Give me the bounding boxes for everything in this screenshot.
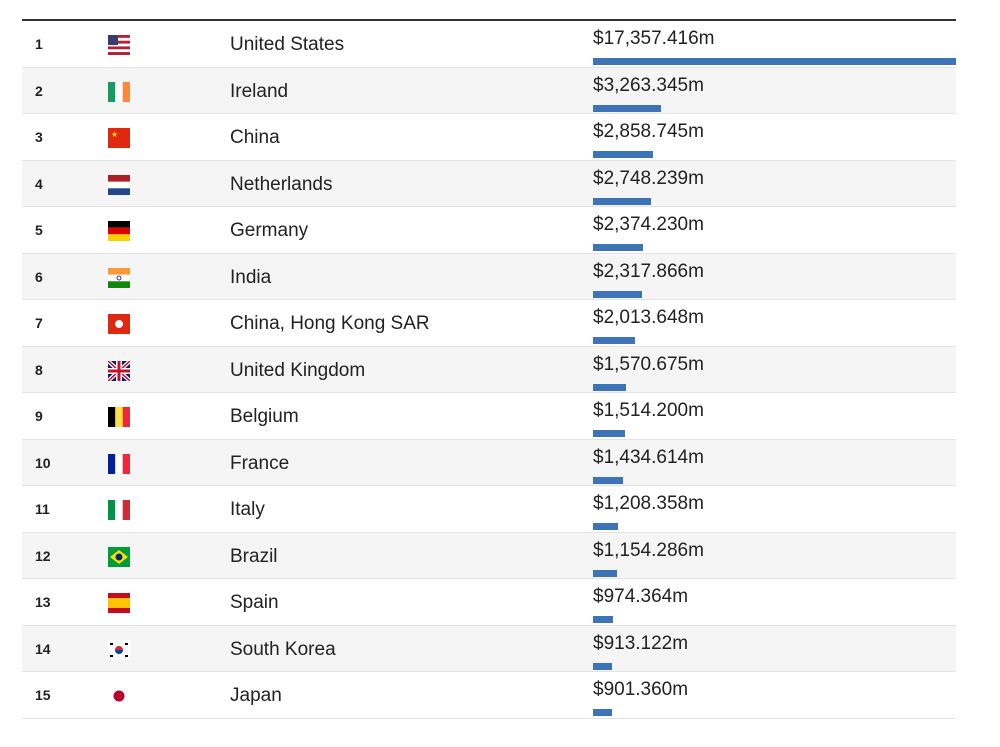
- value-label: $1,570.675m: [593, 353, 704, 375]
- value-bar: [593, 337, 636, 344]
- spain-flag-icon: [108, 593, 130, 613]
- value-label: $913.122m: [593, 632, 689, 654]
- value-label: $1,514.200m: [593, 400, 704, 421]
- value-label: $2,317.866m: [593, 260, 704, 282]
- value-bar: [593, 290, 642, 298]
- germany-flag-icon: [108, 221, 130, 241]
- rank: 14: [35, 640, 51, 657]
- table-row: 11 Italy $1,208.358m: [22, 486, 956, 533]
- table-row: 13 Spain $974.364m: [22, 579, 956, 626]
- value-bar: [593, 58, 956, 65]
- value-bar: [593, 104, 662, 112]
- china-flag-icon: ★: [108, 128, 130, 148]
- rank: 3: [35, 129, 43, 145]
- italy-flag-icon: [108, 500, 130, 520]
- value-bar: [593, 383, 626, 391]
- country-name: Brazil: [230, 545, 278, 567]
- value-label: $1,434.614m: [593, 446, 704, 468]
- japan-flag-icon: [113, 690, 125, 702]
- svg-text:★: ★: [111, 130, 118, 139]
- table-row: 9 Belgium $1,514.200m: [22, 393, 956, 440]
- rank: 6: [35, 268, 43, 285]
- country-name: China: [230, 127, 280, 148]
- country-name: France: [230, 452, 290, 474]
- table-row: 2 Ireland $3,263.345m: [22, 67, 956, 114]
- hong-kong-flag-icon: [108, 314, 130, 334]
- country-name: India: [230, 266, 272, 288]
- value-bar: [593, 476, 623, 484]
- value-label: $2,013.648m: [593, 307, 704, 328]
- rank: 15: [35, 687, 51, 703]
- rank: 10: [35, 454, 51, 471]
- value-label: $974.364m: [593, 586, 689, 607]
- table-row: 12 Brazil $1,154.286m: [22, 532, 956, 579]
- table-row: 4 Netherlands $2,748.239m: [22, 160, 956, 207]
- country-name: Italy: [230, 499, 265, 520]
- rank: 4: [35, 175, 43, 192]
- country-name: United Kingdom: [230, 359, 366, 381]
- ireland-flag-icon: [108, 81, 130, 102]
- country-name: Spain: [230, 592, 279, 613]
- rank: 7: [35, 315, 43, 331]
- table-row: 6 India $2,317.866m: [22, 253, 956, 300]
- netherlands-flag-icon: [108, 174, 130, 195]
- value-bar: [593, 151, 653, 158]
- rank: 11: [35, 501, 50, 517]
- value-label: $17,357.416m: [593, 28, 715, 49]
- value-label: $2,374.230m: [593, 214, 704, 235]
- value-label: $1,208.358m: [593, 493, 704, 514]
- value-bar: [593, 616, 614, 623]
- country-name: Belgium: [230, 406, 299, 427]
- country-name: South Korea: [230, 638, 336, 660]
- value-bar: [593, 430, 625, 437]
- value-bar: [593, 244, 643, 251]
- ranking-table: 1 United States $17,357.416m 2 Ireland $…: [22, 19, 956, 719]
- rank: 13: [35, 594, 51, 610]
- country-name: Ireland: [230, 80, 289, 102]
- value-label: $3,263.345m: [593, 74, 704, 96]
- value-label: $2,748.239m: [593, 167, 704, 189]
- table-row: 14 South Korea $913.122m: [22, 625, 956, 672]
- value-label: $1,154.286m: [593, 539, 704, 561]
- value-label: $2,858.745m: [593, 121, 704, 142]
- country-name: United States: [230, 34, 345, 55]
- us-flag-icon: [108, 35, 130, 55]
- value-label: $901.360m: [593, 679, 689, 700]
- south-korea-flag-icon: [108, 639, 130, 660]
- table-row: 15 Japan $901.360m: [22, 672, 956, 719]
- country-name: Germany: [230, 220, 309, 241]
- value-bar: [593, 197, 651, 205]
- table-row: 8 United Kingdom $1,570.675m: [22, 346, 956, 393]
- rank: 12: [35, 547, 51, 564]
- rank: 5: [35, 222, 43, 238]
- country-name: China, Hong Kong SAR: [230, 313, 430, 334]
- country-name: Netherlands: [230, 173, 333, 195]
- india-flag-icon: [108, 267, 130, 288]
- value-bar: [593, 523, 619, 530]
- table-row: 7 China, Hong Kong SAR $2,013.648m: [22, 300, 956, 347]
- brazil-flag-icon: [108, 546, 130, 567]
- table-row: 5 Germany $2,374.230m: [22, 207, 956, 254]
- value-bar: [593, 569, 618, 577]
- rank: 1: [35, 36, 43, 52]
- rank: 8: [35, 361, 43, 378]
- table-row: 10 France $1,434.614m: [22, 439, 956, 486]
- rank: 2: [35, 82, 43, 99]
- france-flag-icon: [108, 453, 130, 474]
- table-row: 3 ★ China $2,858.745m: [22, 114, 956, 161]
- uk-flag-icon: [108, 360, 130, 381]
- table-row: 1 United States $17,357.416m: [22, 21, 956, 68]
- belgium-flag-icon: [108, 407, 130, 427]
- value-bar: [593, 709, 612, 716]
- value-bar: [593, 662, 613, 670]
- rank: 9: [35, 408, 43, 424]
- country-name: Japan: [230, 685, 282, 706]
